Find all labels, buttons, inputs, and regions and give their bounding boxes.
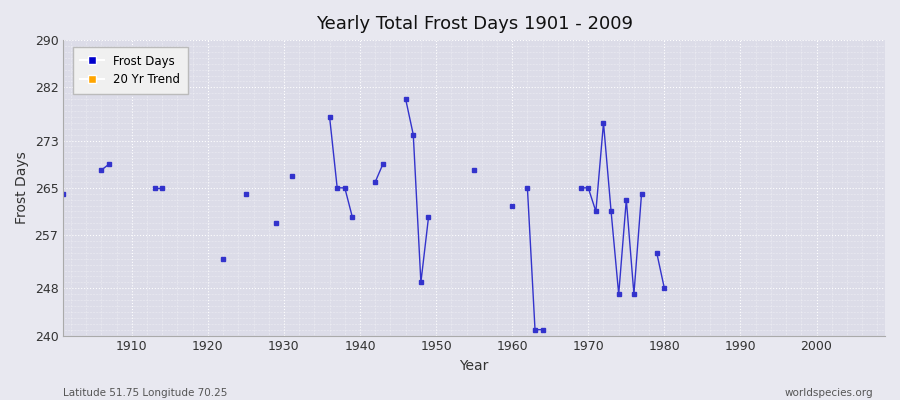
Text: worldspecies.org: worldspecies.org [785, 388, 873, 398]
Legend: Frost Days, 20 Yr Trend: Frost Days, 20 Yr Trend [73, 48, 187, 94]
Y-axis label: Frost Days: Frost Days [15, 152, 29, 224]
Text: Latitude 51.75 Longitude 70.25: Latitude 51.75 Longitude 70.25 [63, 388, 228, 398]
Title: Yearly Total Frost Days 1901 - 2009: Yearly Total Frost Days 1901 - 2009 [316, 15, 633, 33]
X-axis label: Year: Year [460, 359, 489, 373]
